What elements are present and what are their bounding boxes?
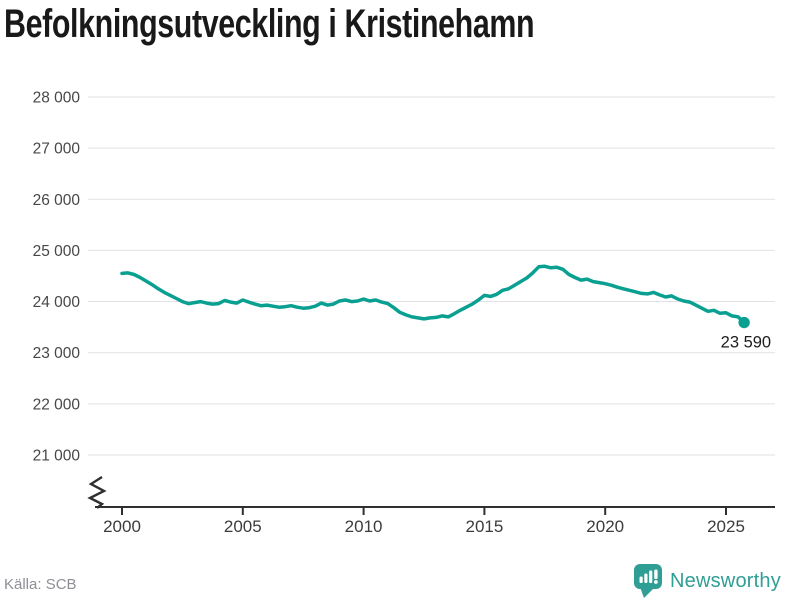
- newsworthy-logo-icon: [634, 564, 662, 598]
- y-tick-label: 25 000: [33, 243, 81, 260]
- population-line-chart: 28 000 27 000 26 000 25 000 24 000 23 000 22 0…: [33, 90, 775, 536]
- page-title: Befolkningsutveckling i Kristinehamn: [4, 2, 535, 46]
- population-line: [120, 264, 746, 325]
- x-tick-label: 2000: [103, 517, 141, 536]
- y-tick-label: 27 000: [33, 141, 81, 158]
- x-tick-label: 2020: [586, 517, 624, 536]
- y-tick-label: 21 000: [33, 447, 81, 464]
- y-tick-label: 24 000: [33, 294, 81, 311]
- x-tick-label: 2015: [465, 517, 503, 536]
- source-caption: Källa: SCB: [4, 576, 77, 593]
- y-tick-label: 23 000: [33, 345, 81, 362]
- newsworthy-logo[interactable]: Newsworthy: [630, 560, 790, 600]
- axis-break-icon: [87, 475, 107, 509]
- x-tick-label: 2025: [707, 517, 745, 536]
- y-tick-label: 28 000: [33, 90, 81, 107]
- series-end-dot: [738, 316, 750, 329]
- x-tick-label: 2010: [345, 517, 383, 536]
- y-tick-label: 26 000: [33, 192, 81, 209]
- end-value-label: 23 590: [721, 334, 771, 352]
- x-tick-label: 2005: [224, 517, 262, 536]
- newsworthy-logo-text: Newsworthy: [670, 570, 781, 592]
- y-tick-label: 22 000: [33, 396, 81, 413]
